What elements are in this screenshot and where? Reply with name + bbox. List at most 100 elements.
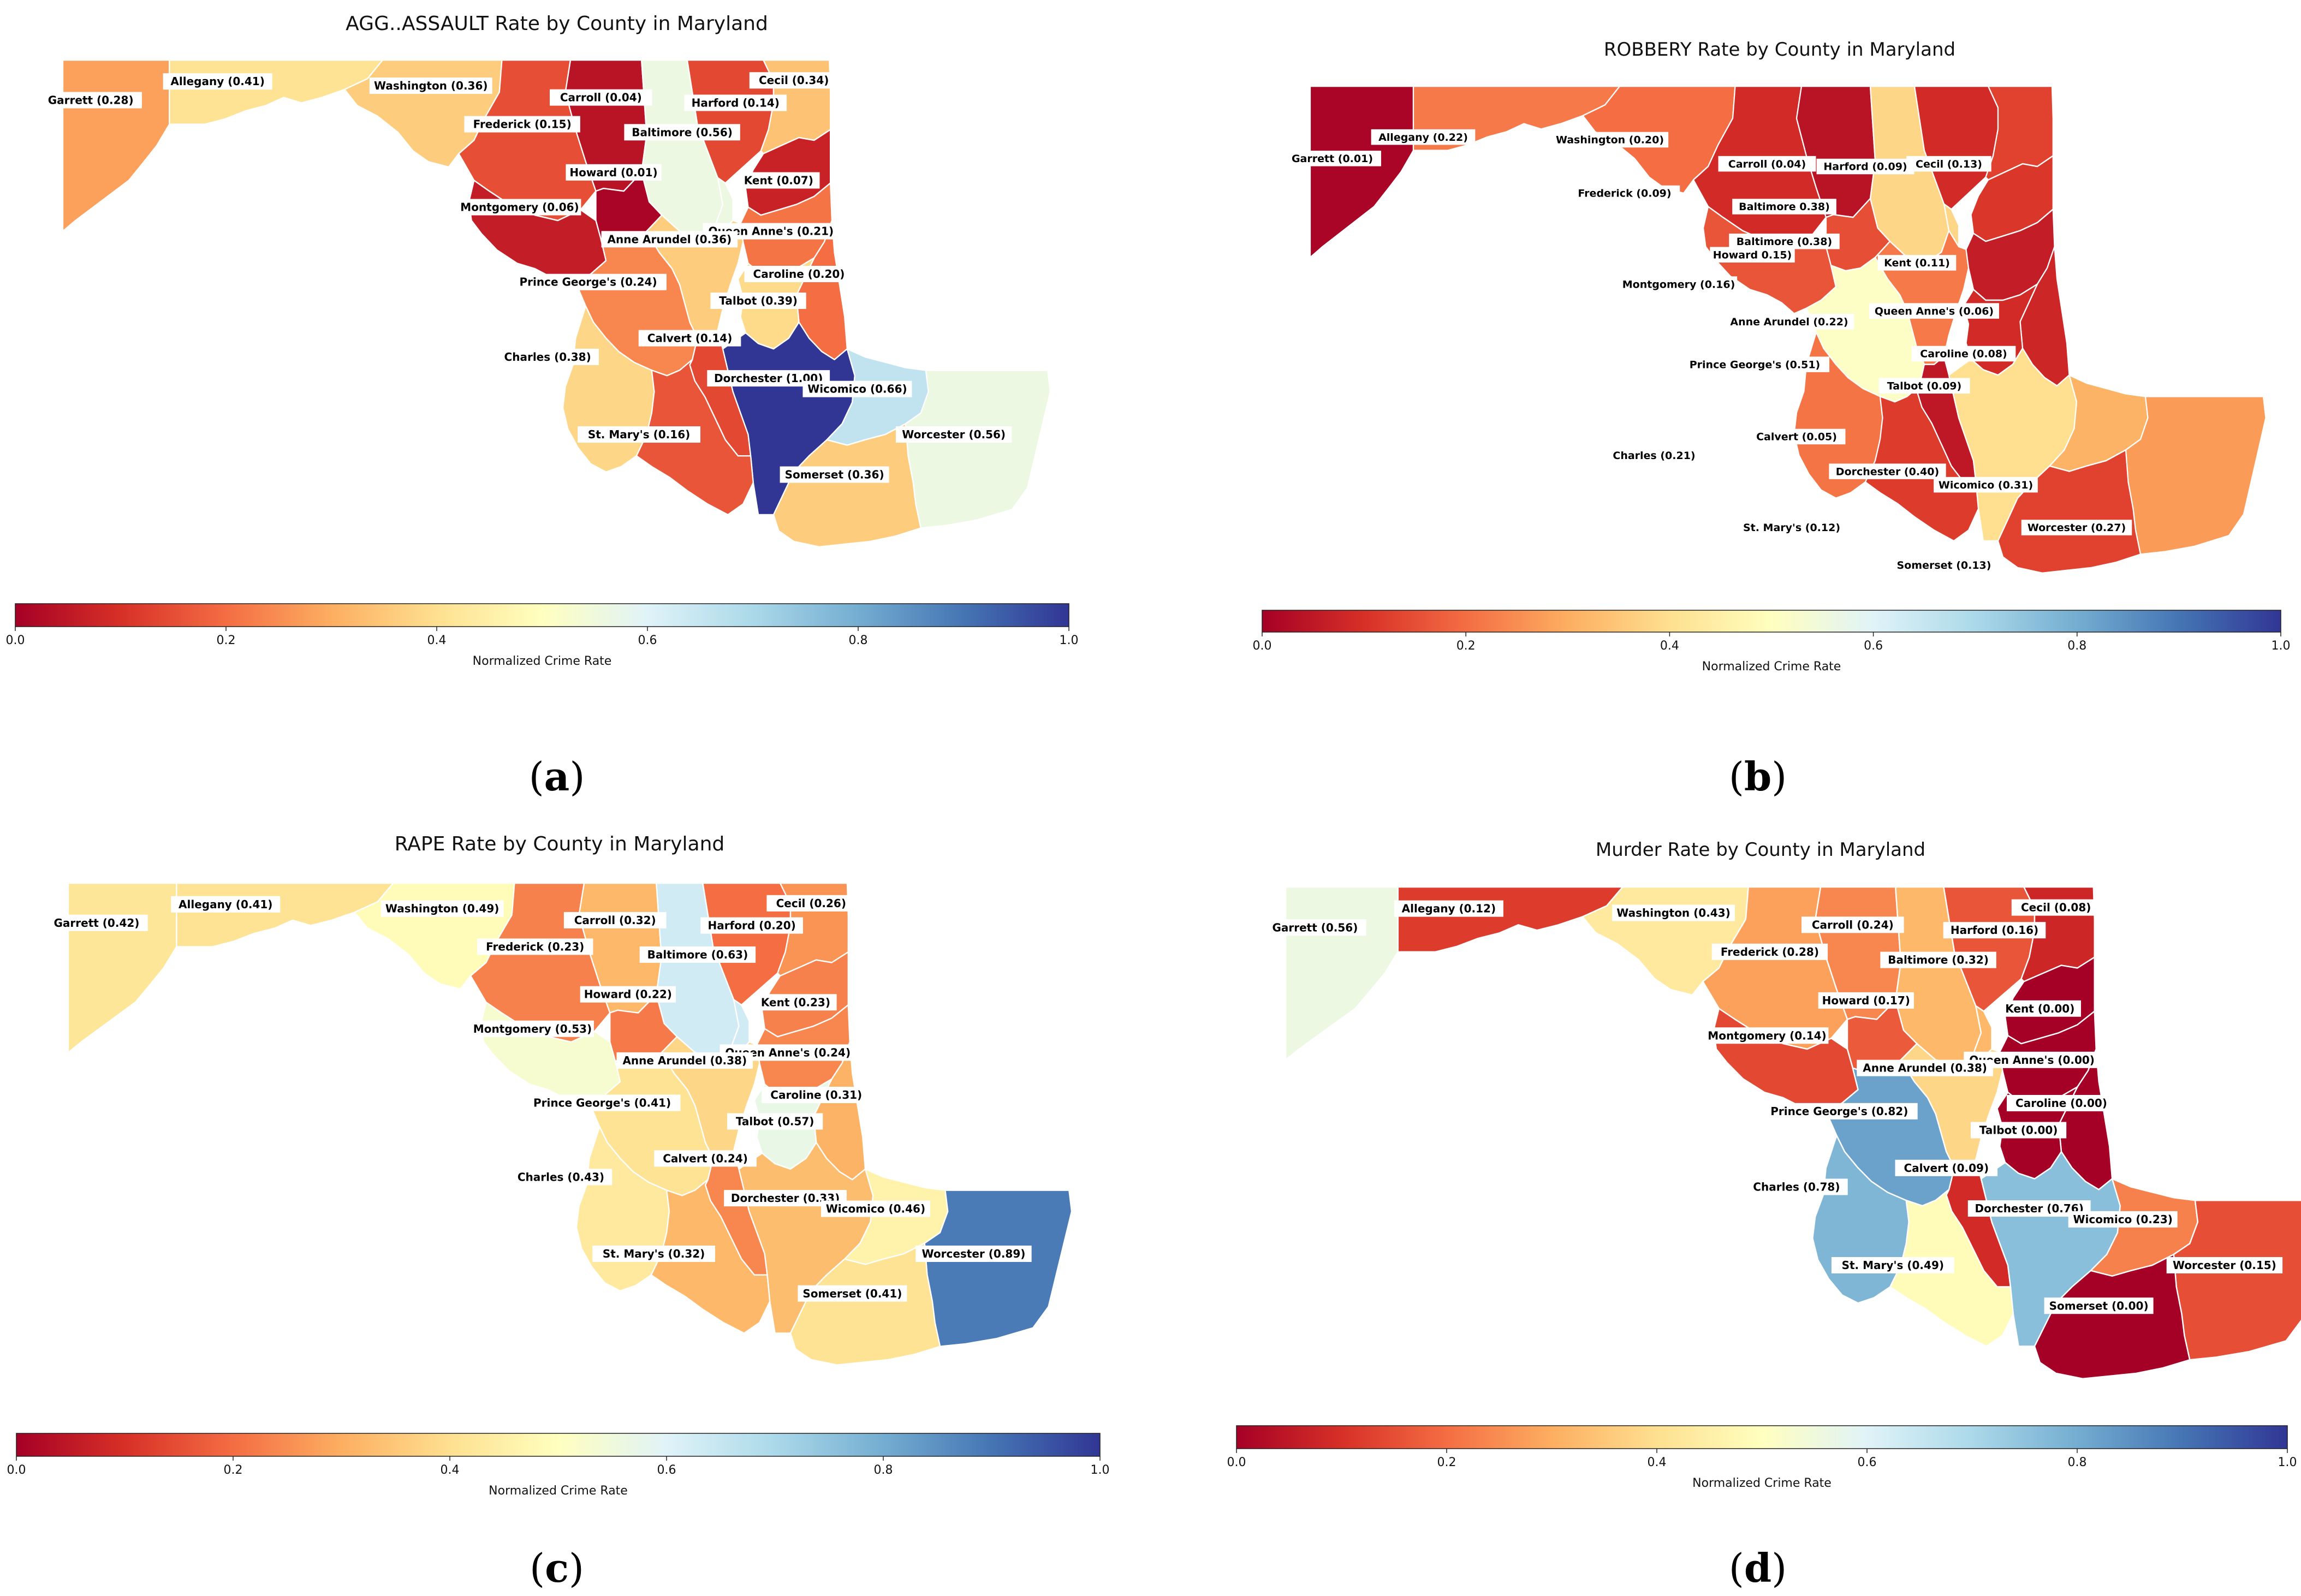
caption-a: (a) bbox=[528, 753, 585, 800]
county-label-allegany: Allegany (0.12) bbox=[1394, 900, 1503, 917]
county-charles bbox=[1793, 331, 1883, 499]
county-label-bg-talbot bbox=[1971, 1122, 2067, 1139]
county-label-text-somerset: Somerset (0.13) bbox=[1897, 559, 1991, 571]
county-label-text-allegany: Allegany (0.41) bbox=[179, 898, 272, 911]
county-label-bg-frederick bbox=[1569, 185, 1680, 201]
caption-letter: d bbox=[1744, 1545, 1772, 1591]
county-label-st-mary-s: St. Mary's (0.12) bbox=[1733, 520, 1851, 535]
colorbar-tick-label-a-3: 0.6 bbox=[638, 634, 657, 647]
county-label-baltimore: Baltimore 0.38) bbox=[1732, 199, 1836, 215]
county-label-text-calvert: Calvert (0.09) bbox=[1904, 1162, 1989, 1175]
county-label-somerset: Somerset (0.41) bbox=[798, 1285, 907, 1302]
colorbar-title-a: Normalized Crime Rate bbox=[473, 654, 612, 668]
county-label-bg-harford bbox=[684, 94, 787, 111]
county-label-text-howard: Howard (0.01) bbox=[569, 166, 657, 179]
county-label-caroline: Caroline (0.20) bbox=[744, 266, 854, 282]
county-label-text-carroll: Carroll (0.24) bbox=[1812, 918, 1894, 931]
map-panel-a: AGG..ASSAULT Rate by County in Maryland G… bbox=[6, 13, 1079, 668]
map-title-d: Murder Rate by County in Maryland bbox=[1596, 839, 1925, 861]
county-label-bg-garrett bbox=[39, 92, 142, 109]
county-label-bg-washington bbox=[1551, 132, 1669, 148]
county-worcester bbox=[905, 370, 1051, 529]
county-label-cecil: Cecil (0.13) bbox=[1906, 156, 1991, 172]
colorbar-tick-label-c-0: 0.0 bbox=[7, 1463, 26, 1477]
county-label-text-caroline: Caroline (0.31) bbox=[770, 1088, 862, 1101]
county-label-text-carroll: Carroll (0.04) bbox=[560, 91, 642, 104]
county-label-allegany: Allegany (0.41) bbox=[171, 896, 281, 913]
county-label-wicomico: Wicomico (0.66) bbox=[802, 380, 912, 397]
colorbar-tick-label-c-2: 0.4 bbox=[441, 1463, 460, 1477]
caption-c: (c) bbox=[529, 1545, 585, 1591]
county-label-carroll: Carroll (0.32) bbox=[563, 912, 667, 928]
county-label-text-somerset: Somerset (0.00) bbox=[2049, 1299, 2149, 1312]
county-label-bg-somerset bbox=[780, 466, 889, 483]
county-label-bg-somerset bbox=[798, 1285, 907, 1302]
county-label-talbot: Talbot (0.09) bbox=[1878, 378, 1970, 394]
caption-letter: a bbox=[544, 753, 570, 800]
county-label-charles: Charles (0.21) bbox=[1605, 447, 1703, 463]
caption-letter: c bbox=[545, 1545, 569, 1591]
county-label-calvert: Calvert (0.24) bbox=[654, 1150, 757, 1167]
county-label-bg-charles bbox=[509, 1169, 613, 1186]
county-label-text-allegany: Allegany (0.12) bbox=[1402, 902, 1496, 915]
county-label-text-charles: Charles (0.43) bbox=[518, 1170, 604, 1183]
county-label-text-kent: Kent (0.23) bbox=[761, 996, 830, 1009]
map-panel-b: ROBBERY Rate by County in Maryland Garret… bbox=[1253, 39, 2291, 674]
county-label-text-garrett: Garrett (0.28) bbox=[48, 94, 134, 107]
county-label-bg-cecil bbox=[2011, 899, 2101, 916]
county-label-text-worcester: Worcester (0.27) bbox=[2028, 522, 2126, 534]
county-label-bg-cecil bbox=[749, 72, 839, 89]
county-label-queen-anne-s: Queen Anne's (0.06) bbox=[1869, 303, 1999, 319]
county-label-calvert: Calvert (0.05) bbox=[1747, 428, 1846, 445]
county-label-harford: Harford (0.14) bbox=[684, 94, 787, 111]
county-label-bg-charles bbox=[496, 348, 599, 365]
county-label-text-frederick: Frederick (0.23) bbox=[486, 940, 584, 953]
county-label-bg-frederick bbox=[1711, 943, 1828, 960]
county-label-bg-prince-george-s bbox=[1761, 1103, 1918, 1119]
county-label-bg-charles bbox=[1605, 447, 1703, 463]
county-label-harford: Harford (0.16) bbox=[1943, 922, 2046, 939]
colorbar-tick-label-b-3: 0.6 bbox=[1864, 639, 1883, 653]
county-label-text-wicomico: Wicomico (0.46) bbox=[826, 1202, 925, 1216]
county-label-text-anne-arundel: Anne Arundel (0.38) bbox=[622, 1054, 747, 1067]
county-label-text-calvert: Calvert (0.24) bbox=[663, 1152, 748, 1165]
county-label-text-calvert: Calvert (0.05) bbox=[1756, 431, 1837, 443]
county-label-garrett: Garrett (0.28) bbox=[39, 92, 142, 109]
county-label-text-worcester: Worcester (0.15) bbox=[2173, 1259, 2276, 1272]
county-label-bg-washington bbox=[369, 78, 492, 94]
county-label-howard: Howard (0.17) bbox=[1818, 992, 1914, 1009]
colorbar-tick-label-b-1: 0.2 bbox=[1456, 639, 1476, 653]
county-label-text-cecil: Cecil (0.13) bbox=[1916, 158, 1982, 170]
county-label-text-montgomery: Montgomery (0.06) bbox=[460, 201, 579, 214]
county-label-bg-talbot bbox=[710, 293, 806, 309]
colorbar-tick-label-c-4: 0.8 bbox=[874, 1463, 893, 1477]
county-label-bg-frederick bbox=[464, 116, 580, 133]
county-label-allegany: Allegany (0.22) bbox=[1371, 129, 1476, 145]
county-label-bg-anne-arundel bbox=[1724, 313, 1854, 330]
colorbar-title-c: Normalized Crime Rate bbox=[489, 1484, 628, 1498]
colorbar-a bbox=[15, 603, 1069, 627]
county-worcester bbox=[2173, 1199, 2301, 1361]
county-label-washington: Washington (0.36) bbox=[369, 78, 492, 94]
county-label-caroline: Caroline (0.31) bbox=[762, 1087, 871, 1103]
county-label-bg-allegany bbox=[171, 896, 281, 913]
county-label-bg-baltimore bbox=[639, 946, 756, 963]
county-label-worcester: Worcester (0.27) bbox=[2021, 520, 2132, 535]
county-label-bg-wicomico bbox=[820, 1200, 930, 1217]
county-label-bg-queen-anne-s bbox=[1869, 303, 1999, 319]
county-label-wicomico: Wicomico (0.23) bbox=[2068, 1211, 2178, 1228]
county-label-bg-harford bbox=[1943, 922, 2046, 939]
county-label-bg-carroll bbox=[563, 912, 667, 928]
colorbar-tick-label-d-5: 1.0 bbox=[2278, 1456, 2297, 1469]
colorbar-tick-label-d-2: 0.4 bbox=[1648, 1456, 1667, 1469]
county-label-bg-wicomico bbox=[802, 380, 912, 397]
county-label-text-montgomery: Montgomery (0.16) bbox=[1622, 278, 1735, 290]
county-label-bg-worcester bbox=[2166, 1257, 2283, 1273]
county-label-bg-somerset bbox=[2044, 1297, 2154, 1314]
county-label-text-queen-anne-s: Queen Anne's (0.06) bbox=[1875, 305, 1994, 317]
county-label-montgomery: Montgomery (0.53) bbox=[471, 1020, 594, 1037]
county-label-caroline: Caroline (0.00) bbox=[2007, 1095, 2116, 1111]
county-label-garrett: Garrett (0.01) bbox=[1283, 151, 1381, 166]
county-label-text-calvert: Calvert (0.14) bbox=[647, 332, 733, 345]
county-label-bg-kent bbox=[1999, 1000, 2081, 1017]
